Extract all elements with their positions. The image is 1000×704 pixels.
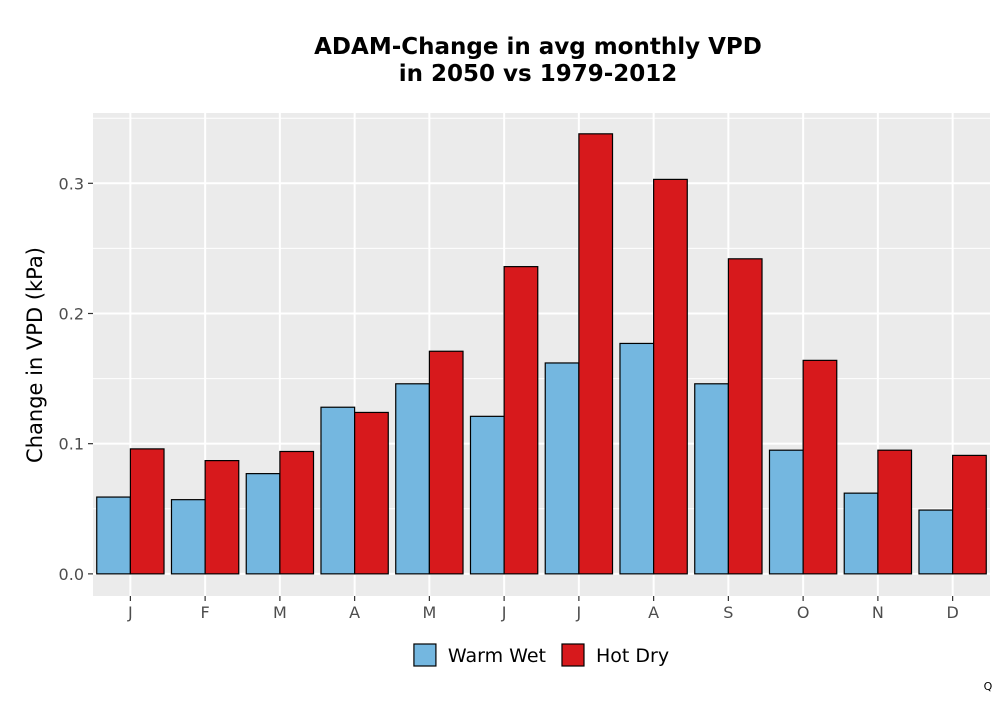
bar — [877, 449, 913, 575]
x-tick-label: D — [946, 603, 958, 622]
y-axis-title: Change in VPD (kPa) — [23, 247, 47, 463]
bar — [952, 454, 987, 575]
legend-key — [413, 643, 437, 667]
bar — [503, 266, 539, 575]
grid-minor — [93, 117, 990, 510]
bar — [96, 496, 131, 575]
legend-key — [561, 643, 585, 667]
x-tick-label: N — [872, 603, 884, 622]
y-tick-label: 0.2 — [59, 304, 84, 323]
chart-title: ADAM-Change in avg monthly VPD in 2050 v… — [314, 34, 762, 87]
bar — [354, 411, 389, 575]
legend-label: Warm Wet — [448, 645, 546, 667]
corner-mark: Q — [984, 680, 993, 693]
y-tick-label: 0.1 — [59, 435, 84, 454]
bars — [96, 133, 987, 575]
x-tick-label: A — [349, 603, 360, 622]
bar — [619, 342, 655, 575]
y-axis: 0.0 0.1 0.2 0.3 — [59, 174, 93, 584]
bar — [469, 415, 505, 575]
y-tick-label: 0.0 — [59, 565, 84, 584]
x-tick-label: J — [576, 603, 582, 622]
legend-label: Hot Dry — [596, 645, 669, 667]
bar — [544, 362, 580, 575]
bar — [578, 133, 614, 575]
plot-panel — [93, 113, 990, 596]
y-tick-label: 0.3 — [59, 174, 84, 193]
bar — [395, 383, 430, 575]
x-tick-label: F — [201, 603, 210, 622]
bar — [653, 178, 688, 575]
bar — [170, 499, 206, 575]
legend: Warm Wet Hot Dry — [413, 643, 669, 667]
bar — [843, 492, 879, 575]
bar — [204, 460, 240, 575]
bar — [428, 350, 464, 575]
x-tick-label: S — [723, 603, 733, 622]
bar — [802, 359, 838, 575]
x-tick-label: O — [797, 603, 810, 622]
x-tick-label: A — [648, 603, 659, 622]
bar — [279, 450, 315, 575]
chart-title-line-2: in 2050 vs 1979-2012 — [399, 61, 678, 87]
bar — [245, 473, 281, 575]
bar — [918, 509, 954, 575]
bar — [129, 448, 165, 575]
chart-title-line-1: ADAM-Change in avg monthly VPD — [314, 34, 762, 60]
bar — [320, 406, 356, 575]
bar — [768, 449, 804, 575]
x-tick-label: M — [273, 603, 287, 622]
x-tick-label: J — [501, 603, 507, 622]
x-tick-label: M — [422, 603, 436, 622]
bar — [727, 258, 763, 575]
x-tick-label: J — [127, 603, 133, 622]
bar — [694, 383, 729, 575]
